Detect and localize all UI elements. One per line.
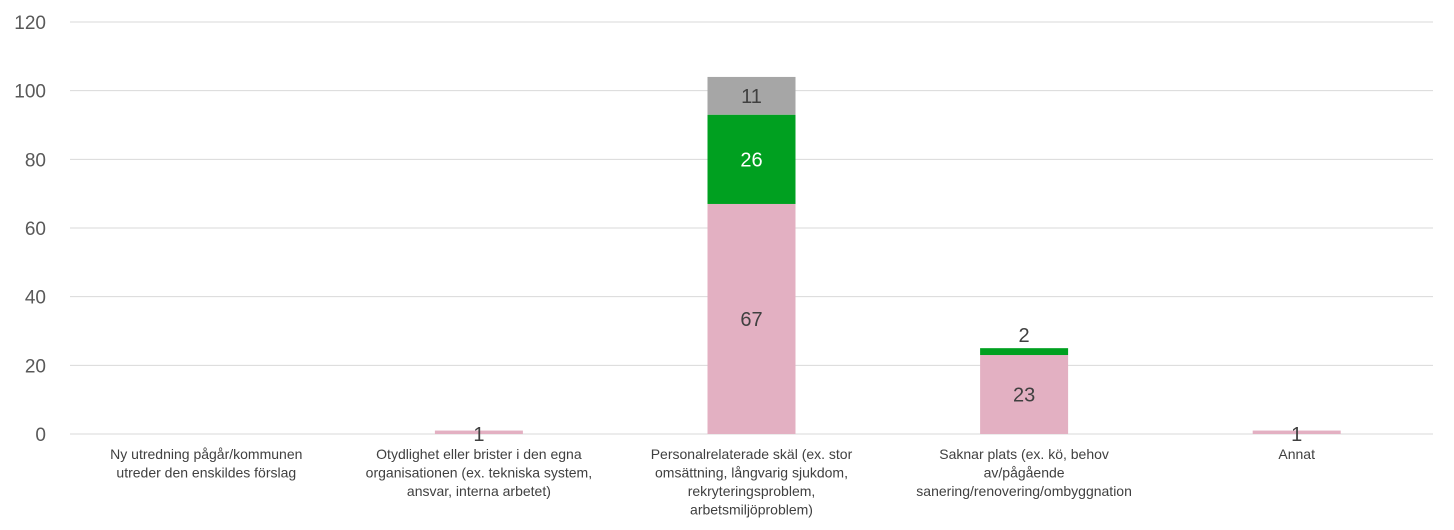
y-tick-label: 60 bbox=[25, 219, 46, 240]
x-category-label: Annat bbox=[1278, 446, 1315, 462]
x-category-label: omsättning, långvarig sjukdom, bbox=[655, 465, 848, 481]
y-tick-label: 80 bbox=[25, 150, 46, 171]
data-label: 2 bbox=[1019, 325, 1030, 347]
x-category-label: organisationen (ex. tekniska system, bbox=[366, 465, 592, 481]
y-tick-label: 40 bbox=[25, 288, 46, 309]
bar-segment bbox=[980, 348, 1069, 356]
bar-segment bbox=[980, 355, 1069, 434]
x-category-label: Personalrelaterade skäl (ex. stor bbox=[651, 446, 853, 462]
y-tick-label: 20 bbox=[25, 356, 46, 377]
y-tick-label: 100 bbox=[14, 82, 46, 103]
data-label: 26 bbox=[740, 149, 762, 171]
data-label: 23 bbox=[1013, 385, 1035, 407]
bar-segment bbox=[707, 203, 796, 434]
x-category-label: Ny utredning pågår/kommunen bbox=[110, 446, 302, 462]
x-category-label: ansvar, interna arbetet) bbox=[407, 483, 551, 499]
y-tick-label: 0 bbox=[35, 425, 46, 446]
data-label: 11 bbox=[741, 86, 762, 108]
data-label: 1 bbox=[473, 424, 484, 446]
y-tick-label: 120 bbox=[14, 13, 46, 34]
x-category-label: rekryteringsproblem, bbox=[688, 483, 816, 499]
bar-segment bbox=[1252, 430, 1341, 434]
data-label: 67 bbox=[740, 309, 762, 331]
data-label: 1 bbox=[1291, 424, 1302, 446]
bar-segment bbox=[434, 430, 523, 434]
x-category-label: arbetsmiljöproblem) bbox=[690, 502, 813, 518]
x-category-label: Otydlighet eller brister i den egna bbox=[376, 446, 582, 462]
bar-segment bbox=[707, 76, 796, 115]
bar-segment bbox=[707, 114, 796, 204]
x-category-label: Saknar plats (ex. kö, behov bbox=[939, 446, 1109, 462]
x-category-label: av/pågående bbox=[984, 465, 1065, 481]
x-category-label: utreder den enskildes förslag bbox=[116, 465, 296, 481]
x-category-label: sanering/renovering/ombyggnation bbox=[916, 483, 1132, 499]
